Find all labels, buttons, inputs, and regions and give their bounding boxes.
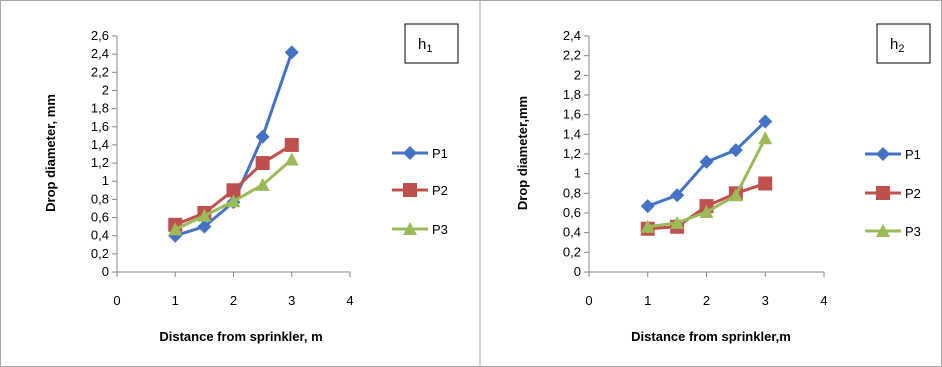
- data-point-P2: [226, 183, 241, 198]
- x-tick-label: 0: [585, 293, 592, 308]
- legend-marker: [403, 146, 417, 160]
- y-tick-label: 2,6: [91, 28, 109, 43]
- y-tick-label: 1,2: [563, 146, 581, 161]
- series-P1: [640, 114, 773, 214]
- data-point-P1: [758, 114, 773, 129]
- y-tick-label: 1,6: [563, 107, 581, 122]
- legend-entry-P2: P2: [865, 186, 921, 201]
- legend-marker: [876, 186, 890, 200]
- y-tick-label: 1,4: [91, 137, 109, 152]
- data-point-P1: [255, 129, 270, 144]
- x-tick-label: 3: [288, 293, 295, 308]
- legend-label: P3: [905, 224, 921, 239]
- legend-label: P1: [432, 146, 448, 161]
- series-P2: [168, 137, 299, 232]
- data-point-P3: [699, 205, 714, 219]
- y-tick-label: 1,4: [563, 126, 581, 141]
- data-point-P2: [758, 176, 773, 191]
- data-point-P3: [197, 208, 212, 222]
- y-tick-label: 0,6: [91, 210, 109, 225]
- data-point-P3: [226, 194, 241, 208]
- x-axis-title: Distance from sprinkler, m: [159, 329, 322, 344]
- data-point-P3: [670, 215, 685, 229]
- legend-label: P2: [905, 186, 921, 201]
- x-tick-label: 1: [644, 293, 651, 308]
- data-point-P3: [728, 188, 743, 202]
- y-tick-label: 0: [574, 264, 581, 279]
- x-tick-label: 1: [172, 293, 179, 308]
- x-axis-title: Distance from sprinkler,m: [631, 329, 791, 344]
- y-tick-label: 0,4: [563, 225, 581, 240]
- y-tick-label: 0,8: [91, 191, 109, 206]
- h2-label: h2: [890, 36, 904, 55]
- y-tick-label: 1: [574, 166, 581, 181]
- legend-entry-P1: P1: [865, 147, 921, 162]
- y-tick-label: 0,4: [91, 228, 109, 243]
- y-tick-label: 1,8: [563, 87, 581, 102]
- y-tick-label: 0: [102, 264, 109, 279]
- series-P3: [640, 131, 773, 233]
- legend-label: P2: [432, 183, 448, 198]
- chart-h1: h1 Distance from sprinkler, m Drop diame…: [43, 23, 459, 344]
- h2-label-box: [876, 23, 931, 64]
- data-point-P1: [284, 45, 299, 60]
- y-tick-label: 2,4: [563, 28, 581, 43]
- legend-entry-P3: P3: [865, 224, 921, 239]
- y-tick-label: 1,6: [91, 119, 109, 134]
- y-tick-label: 0,2: [91, 246, 109, 261]
- h1-label-box: [404, 23, 459, 64]
- legend-label: P1: [905, 147, 921, 162]
- h1-label: h1: [418, 36, 432, 55]
- y-tick-label: 2: [102, 82, 109, 97]
- series-P3: [168, 152, 299, 236]
- x-tick-label: 3: [762, 293, 769, 308]
- legend-marker: [876, 224, 890, 237]
- y-tick-label: 2,2: [563, 48, 581, 63]
- data-point-P1: [699, 154, 714, 169]
- data-point-P2: [255, 156, 270, 171]
- data-point-P1: [640, 199, 655, 214]
- data-point-P3: [255, 177, 270, 191]
- legend-marker: [403, 222, 417, 235]
- y-tick-label: 1,8: [91, 101, 109, 116]
- y-tick-label: 1,2: [91, 155, 109, 170]
- data-point-P3: [758, 131, 773, 145]
- y-tick-label: 0,8: [563, 185, 581, 200]
- data-point-P3: [284, 152, 299, 166]
- data-point-P3: [640, 219, 655, 233]
- y-axis-title: Drop diameter, mm: [43, 94, 58, 212]
- data-point-P3: [168, 222, 183, 236]
- y-axis-title: Drop diameter,mm: [515, 96, 530, 210]
- legend-marker: [876, 147, 890, 161]
- x-tick-label: 2: [703, 293, 710, 308]
- data-point-P1: [197, 219, 212, 234]
- legend-label: P3: [432, 222, 448, 237]
- x-tick-label: 0: [113, 293, 120, 308]
- legend-entry-P2: P2: [392, 183, 448, 198]
- legend-entry-P1: P1: [392, 146, 448, 161]
- y-tick-label: 2,2: [91, 64, 109, 79]
- data-point-P1: [670, 188, 685, 203]
- y-tick-label: 1: [102, 173, 109, 188]
- y-tick-label: 2: [574, 67, 581, 82]
- data-point-P2: [284, 137, 299, 152]
- y-tick-label: 2,4: [91, 46, 109, 61]
- legend-entry-P3: P3: [392, 222, 448, 237]
- x-tick-label: 4: [820, 293, 827, 308]
- chart-h2: h2 Distance from sprinkler,m Drop diamet…: [515, 23, 931, 344]
- y-tick-label: 0,2: [563, 244, 581, 259]
- y-tick-label: 0,6: [563, 205, 581, 220]
- data-point-P1: [728, 143, 743, 158]
- x-tick-label: 2: [230, 293, 237, 308]
- x-tick-label: 4: [346, 293, 353, 308]
- legend-marker: [403, 183, 417, 197]
